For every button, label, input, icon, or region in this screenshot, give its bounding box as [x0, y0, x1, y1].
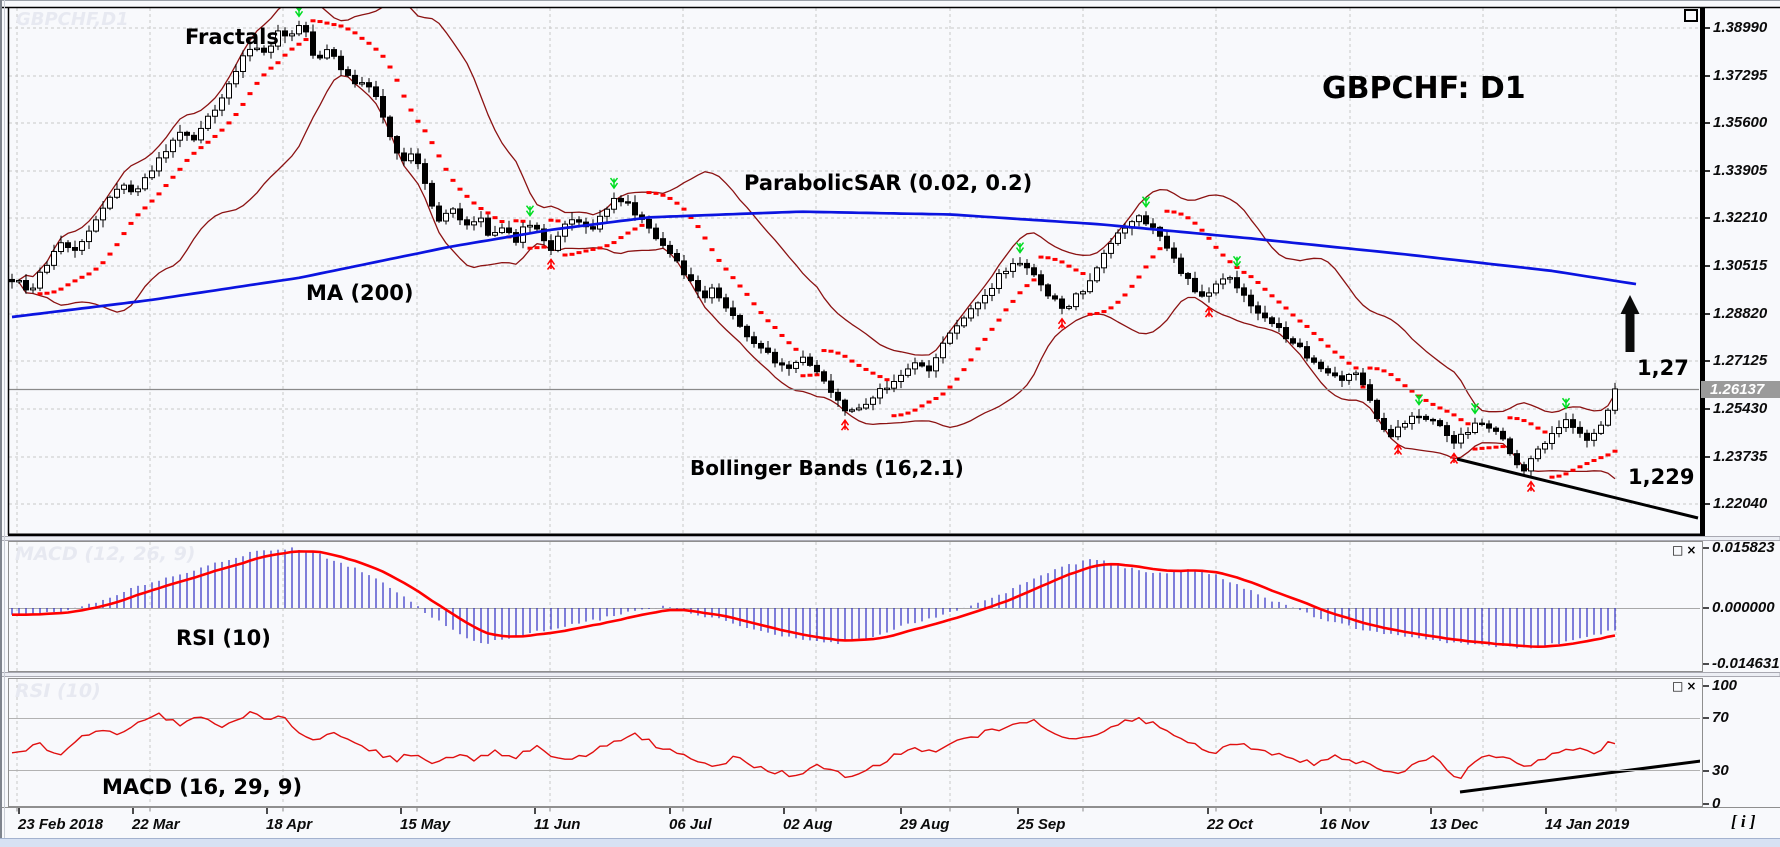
price-tick-label: 1.32210 — [1713, 209, 1768, 226]
info-icon[interactable]: [ i ] — [1731, 812, 1756, 831]
price-tick-label: 1.23735 — [1713, 448, 1768, 465]
ma200-annotation: MA (200) — [306, 281, 414, 305]
date-label: 29 Aug — [900, 816, 950, 833]
date-label: 11 Jun — [534, 816, 581, 833]
date-label: 15 May — [400, 816, 451, 833]
date-label: 23 Feb 2018 — [18, 816, 104, 833]
price-tick-label: 1.27125 — [1713, 352, 1768, 369]
rsi-tick-label: 30 — [1712, 762, 1729, 779]
price-tick-label: 1.38990 — [1713, 19, 1768, 36]
date-label: 22 Mar — [132, 816, 180, 833]
date-label: 14 Jan 2019 — [1545, 816, 1630, 833]
chart-restore-icon[interactable] — [1684, 9, 1698, 22]
lower-target-annotation: 1,229 — [1628, 465, 1695, 489]
rsi-tick-label: 70 — [1712, 709, 1729, 726]
price-tick-label: 1.30515 — [1713, 257, 1768, 274]
current-price-tag: 1.26137 — [1701, 381, 1780, 398]
rsi-annotation: RSI (10) — [176, 626, 271, 650]
main-plot-layer — [9, 8, 1699, 520]
price-tick-label: 1.35600 — [1713, 114, 1768, 131]
rsi-pane-watermark: RSI (10) — [15, 680, 101, 702]
rsi-tick-label: 0 — [1712, 795, 1721, 812]
rsi-tick-label: 100 — [1712, 677, 1738, 694]
window-left-edge — [0, 0, 2, 846]
date-label: 22 Oct — [1207, 816, 1253, 833]
fractals-annotation: Fractals — [185, 25, 279, 49]
date-label: 06 Jul — [669, 816, 712, 833]
date-label: 02 Aug — [783, 816, 833, 833]
macd-tick-label: 0.000000 — [1712, 599, 1775, 616]
macd-pane-watermark: MACD (12, 26, 9) — [15, 543, 196, 565]
macd-annotation: MACD (16, 29, 9) — [102, 775, 303, 799]
parabolic-sar-annotation: ParabolicSAR (0.02, 0.2) — [744, 171, 1033, 195]
date-label: 18 Apr — [266, 816, 313, 833]
window-top-edge — [0, 0, 1780, 1]
macd-tick-label: -0.014631 — [1712, 655, 1780, 672]
price-tick-label: 1.33905 — [1713, 162, 1768, 179]
price-tick-label: 1.25430 — [1713, 400, 1768, 417]
rsi-pane-layer — [9, 711, 1700, 794]
date-label: 25 Sep — [1017, 816, 1066, 833]
upper-target-annotation: 1,27 — [1637, 356, 1689, 380]
gridlines-layer — [9, 8, 1699, 805]
window-bottom-strip — [0, 838, 1780, 847]
chart-title-annotation: GBPCHF: D1 — [1322, 71, 1526, 106]
macd-tick-label: 0.015823 — [1712, 539, 1775, 556]
price-tick-label: 1.37295 — [1713, 67, 1768, 84]
price-tick-label: 1.28820 — [1713, 305, 1768, 322]
date-label: 13 Dec — [1430, 816, 1479, 833]
pane-maximize-icon[interactable]: □ — [1672, 543, 1684, 557]
symbol-watermark: GBPCHF,D1 — [16, 9, 129, 30]
price-tick-label: 1.22040 — [1713, 495, 1768, 512]
macd-pane-layer — [9, 547, 1700, 649]
pane-close-icon[interactable]: × — [1686, 543, 1697, 557]
pane-maximize-icon[interactable]: □ — [1672, 679, 1684, 693]
macd-pane-buttons: □ × — [1672, 543, 1698, 557]
borders-layer — [0, 6, 1780, 814]
rsi-pane-buttons: □ × — [1672, 679, 1698, 693]
pane-close-icon[interactable]: × — [1686, 679, 1697, 693]
bollinger-annotation: Bollinger Bands (16,2.1) — [690, 456, 964, 480]
date-label: 16 Nov — [1320, 816, 1370, 833]
window-left-edge-highlight — [4, 0, 5, 840]
